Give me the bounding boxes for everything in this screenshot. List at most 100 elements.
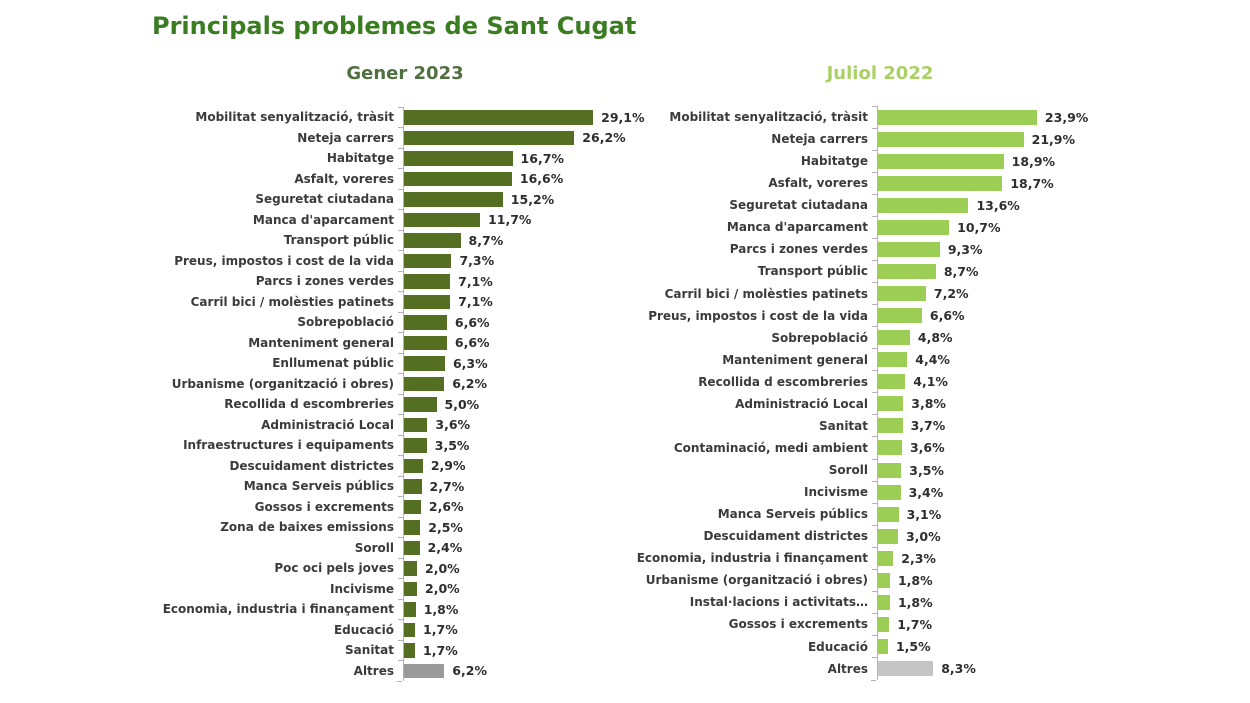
- category-label: Habitatge: [326, 151, 394, 166]
- bar-zone: 3,7%: [872, 414, 1145, 437]
- value-label: 29,1%: [601, 109, 645, 125]
- category-label: Asfalt, voreres: [768, 176, 868, 191]
- value-label: 6,2%: [452, 663, 487, 679]
- bar: [878, 572, 890, 588]
- bar-zone: 10,7%: [872, 215, 1145, 239]
- category-label: Manteniment general: [722, 352, 868, 367]
- category-label: Soroll: [354, 540, 394, 555]
- category-label: Instal·lacions i activitats…: [689, 595, 868, 610]
- bar: [878, 308, 922, 324]
- category-label: Altres: [353, 663, 394, 678]
- value-label: 16,6%: [519, 171, 564, 187]
- bar-row: Recollida d escombreries 5,0%: [140, 393, 670, 415]
- bar-zone: 4,8%: [872, 326, 1145, 349]
- value-label: 2,9%: [430, 458, 466, 474]
- category-label: Sanitat: [345, 643, 394, 658]
- bar-zone: 3,5%: [398, 434, 670, 456]
- bar-row: Descuidament districtes 2,9%: [140, 455, 670, 476]
- bar: [878, 484, 901, 500]
- value-label: 18,9%: [1011, 153, 1056, 169]
- value-label: 7,1%: [458, 294, 493, 310]
- bar-zone: 16,7%: [398, 147, 670, 169]
- value-label: 4,4%: [915, 352, 950, 368]
- bar-row: Enllumenat públic 6,3%: [140, 352, 670, 374]
- bar-zone: 3,4%: [872, 480, 1145, 504]
- bar: [404, 499, 421, 514]
- bar-zone: 6,6%: [398, 311, 670, 333]
- bar: [878, 661, 934, 677]
- category-label: Contaminació, medi ambient: [673, 440, 868, 455]
- bar-row: Urbanisme (organització i obres) 1,8%: [615, 568, 1145, 592]
- category-label: Infraestructures i equipaments: [183, 438, 394, 453]
- bar-zone: 6,2%: [398, 373, 670, 394]
- category-label: Manca Serveis públics: [243, 479, 394, 494]
- bar-row: Preus, impostos i cost de la vida 7,3%: [140, 250, 670, 271]
- bar-zone: 11,7%: [398, 209, 670, 230]
- value-label: 6,6%: [454, 314, 490, 330]
- value-label: 3,7%: [910, 418, 946, 434]
- bar-row: Carril bici / molèsties patinets 7,2%: [615, 281, 1145, 305]
- bar-row: Poc oci pels joves 2,0%: [140, 557, 670, 579]
- bar-row: Administració Local 3,8%: [615, 392, 1145, 415]
- bar-row: Transport públic 8,7%: [615, 259, 1145, 283]
- category-label: Descuidament districtes: [703, 529, 868, 544]
- value-label: 4,8%: [917, 330, 953, 346]
- bar: [404, 315, 447, 330]
- bar-row: Transport públic 8,7%: [140, 229, 670, 251]
- bar-row: Soroll 3,5%: [615, 458, 1145, 482]
- category-label: Carril bici / molèsties patinets: [190, 294, 394, 309]
- bar: [878, 528, 898, 544]
- bar: [404, 417, 428, 432]
- category-label: Manca Serveis públics: [717, 507, 868, 522]
- value-label: 2,6%: [428, 499, 464, 515]
- bar-zone: 4,1%: [872, 370, 1145, 393]
- category-label: Manteniment general: [248, 335, 394, 350]
- category-label: Mobilitat senyalització, tràsit: [195, 110, 394, 125]
- value-label: 8,3%: [941, 661, 976, 677]
- bar-zone: 1,8%: [398, 598, 670, 620]
- bar-row: Manteniment general 6,6%: [140, 332, 670, 353]
- value-label: 1,8%: [897, 572, 933, 588]
- category-label: Carril bici / molèsties patinets: [664, 286, 868, 301]
- bar: [878, 241, 940, 257]
- value-label: 26,2%: [582, 130, 626, 146]
- bar-zone: 21,9%: [872, 127, 1145, 151]
- category-label: Sobrepoblació: [771, 330, 868, 345]
- bar: [878, 594, 890, 610]
- value-label: 3,6%: [909, 440, 945, 456]
- bar-zone: 2,6%: [398, 496, 670, 517]
- bar-row: Sobrepoblació 4,8%: [615, 326, 1145, 349]
- bar-zone: 15,2%: [398, 188, 670, 210]
- bar: [878, 109, 1037, 125]
- value-label: 6,6%: [929, 308, 965, 324]
- value-label: 1,8%: [423, 601, 459, 617]
- bar-row: Manca Serveis públics 2,7%: [140, 475, 670, 497]
- bar-zone: 3,5%: [872, 458, 1145, 482]
- category-label: Transport públic: [283, 233, 394, 248]
- bar-zone: 8,3%: [872, 657, 1145, 680]
- category-label: Habitatge: [800, 154, 868, 169]
- category-label: Preus, impostos i cost de la vida: [648, 308, 868, 323]
- bar-row: Neteja carrers 26,2%: [140, 127, 670, 148]
- bar: [404, 561, 417, 576]
- category-label: Recollida d escombreries: [224, 397, 394, 412]
- chart-gener-2023: Gener 2023 Mobilitat senyalització, tràs…: [140, 62, 670, 682]
- bar-zone: 29,1%: [398, 106, 670, 128]
- bar-zone: 3,0%: [872, 524, 1145, 548]
- category-label: Zona de baixes emissions: [220, 520, 394, 535]
- value-label: 2,0%: [425, 560, 460, 576]
- bar-row: Neteja carrers 21,9%: [615, 127, 1145, 151]
- bar: [878, 131, 1024, 147]
- bar-zone: 18,9%: [872, 149, 1145, 173]
- bar: [878, 153, 1004, 169]
- bar-row: Preus, impostos i cost de la vida 6,6%: [615, 304, 1145, 327]
- value-label: 18,7%: [1010, 175, 1054, 191]
- bar-zone: 8,7%: [872, 259, 1145, 283]
- bar: [404, 294, 451, 309]
- bar-zone: 13,6%: [872, 193, 1145, 217]
- value-label: 7,2%: [933, 286, 969, 302]
- category-label: Soroll: [828, 463, 868, 478]
- bar-row: Soroll 2,4%: [140, 537, 670, 558]
- bar-row: Asfalt, voreres 16,6%: [140, 168, 670, 189]
- bar-row: Altres 6,2%: [140, 660, 670, 681]
